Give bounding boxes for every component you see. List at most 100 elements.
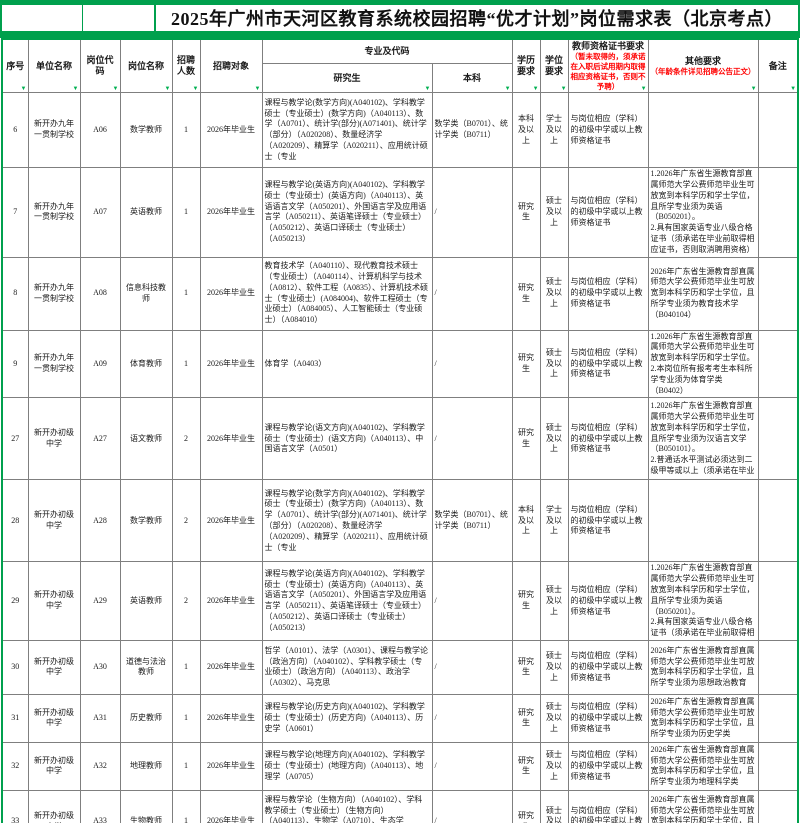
cell-seq: 29 — [1, 561, 29, 641]
cell-cert: 与岗位相应（学科）的初级中学或以上教师资格证书 — [567, 256, 649, 331]
cell-edu: 研究生 — [511, 561, 541, 641]
cell-grad-majors: 体育学（A0403） — [261, 329, 433, 399]
cell-cert: 与岗位相应（学科）的初级中学或以上教师资格证书 — [567, 639, 649, 695]
cell-cert: 与岗位相应（学科）的初级中学或以上教师资格证书 — [567, 789, 649, 823]
cell-name: 道德与法治教师 — [119, 639, 173, 695]
cell-unit: 新开办九年一贯制学校 — [27, 167, 81, 258]
header-other-note: （年龄条件详见招聘公告正文） — [650, 66, 756, 76]
cell-degree: 硕士及以上 — [539, 256, 569, 331]
header-edu: 学历要求 ▼ — [511, 38, 541, 94]
cell-note — [757, 639, 799, 695]
job-requirements-table: 序号 ▼ 单位名称 ▼ 岗位代码 ▼ 岗位名称 ▼ 招聘人数 ▼ 招聘对象 ▼ 专业及代码 … — [1, 38, 800, 823]
table-row: 33 新开办初级中学 A33 生物教师 1 2026年毕业生 课程与教学论（生物… — [1, 789, 799, 823]
cell-seq: 7 — [1, 167, 29, 258]
cell-other — [647, 92, 759, 169]
filter-dropdown-icon[interactable]: ▼ — [790, 86, 797, 93]
cell-name: 英语教师 — [119, 561, 173, 641]
header-seq: 序号 ▼ — [1, 38, 29, 94]
cell-grad-majors: 教育技术学（A040110）、现代教育技术硕士（专业硕士）（A040114）、计… — [261, 256, 433, 331]
filter-dropdown-icon[interactable]: ▼ — [164, 86, 171, 93]
header-unit-label: 单位名称 — [35, 60, 72, 71]
cell-edu: 研究生 — [511, 397, 541, 481]
header-major-group: 专业及代码 — [261, 38, 513, 65]
header-cert-label: 教师资格证书要求 — [572, 41, 645, 51]
header-note: 备注 ▼ — [757, 38, 799, 94]
header-grad: 研究生 ▼ — [261, 63, 433, 94]
cell-count: 2 — [171, 561, 201, 641]
filter-dropdown-icon[interactable]: ▼ — [532, 86, 539, 93]
cell-code: A31 — [79, 693, 121, 743]
table-row: 27 新开办初级中学 A27 语文教师 2 2026年毕业生 课程与教学论(语文… — [1, 397, 799, 481]
cell-undergrad-majors: / — [431, 789, 513, 823]
cell-note — [757, 789, 799, 823]
cell-edu: 研究生 — [511, 693, 541, 743]
table-row: 8 新开办九年一贯制学校 A08 信息科技教师 1 2026年毕业生 教育技术学… — [1, 256, 799, 331]
filter-dropdown-icon[interactable]: ▼ — [72, 86, 79, 93]
header-other-label: 其他要求 — [685, 55, 722, 66]
filter-dropdown-icon[interactable]: ▼ — [750, 86, 757, 93]
cell-other — [647, 479, 759, 563]
cell-edu: 本科及以上 — [511, 92, 541, 169]
filter-dropdown-icon[interactable]: ▼ — [112, 86, 119, 93]
cell-undergrad-majors: / — [431, 639, 513, 695]
table-row: 28 新开办初级中学 A28 数学教师 2 2026年毕业生 课程与教学论(数学… — [1, 479, 799, 563]
cell-count: 2 — [171, 479, 201, 563]
cell-seq: 27 — [1, 397, 29, 481]
cell-edu: 研究生 — [511, 639, 541, 695]
header-degree-label: 学位要求 — [545, 54, 564, 77]
cell-name: 体育教师 — [119, 329, 173, 399]
title-empty-cell-left-2 — [83, 3, 155, 33]
title-separator-band — [0, 33, 800, 38]
cell-target: 2026年毕业生 — [199, 741, 263, 791]
header-undergrad: 本科 ▼ — [431, 63, 513, 94]
page-title: 2025年广州市天河区教育系统校园招聘“优才计划”岗位需求表（北京考点） — [155, 3, 800, 33]
table-row: 6 新开办九年一贯制学校 A06 数学教师 1 2026年毕业生 课程与教学论(… — [1, 92, 799, 169]
cell-unit: 新开办九年一贯制学校 — [27, 92, 81, 169]
header-name: 岗位名称 ▼ — [119, 38, 173, 94]
cell-grad-majors: 课程与教学论(历史方向)(A040102)、学科教学硕士（专业硕士）(历史方向)… — [261, 693, 433, 743]
header-note-label: 备注 — [768, 60, 787, 71]
filter-dropdown-icon[interactable]: ▼ — [560, 86, 567, 93]
header-edu-label: 学历要求 — [517, 54, 536, 77]
cell-other: 2026年广东省生源教育部直属师范大学公费师范毕业生可放宽到本科学历和学士学位，… — [647, 639, 759, 695]
cell-note — [757, 693, 799, 743]
cell-grad-majors: 课程与教学论（生物方向）（A040102）、学科教学硕士（专业硕士）（生物方向）… — [261, 789, 433, 823]
cell-degree: 硕士及以上 — [539, 167, 569, 258]
cell-undergrad-majors: / — [431, 167, 513, 258]
cell-unit: 新开办初级中学 — [27, 789, 81, 823]
cell-code: A09 — [79, 329, 121, 399]
filter-dropdown-icon[interactable]: ▼ — [424, 86, 431, 93]
cell-note — [757, 256, 799, 331]
table-body: 6 新开办九年一贯制学校 A06 数学教师 1 2026年毕业生 课程与教学论(… — [1, 92, 799, 823]
cell-undergrad-majors: / — [431, 397, 513, 481]
header-unit: 单位名称 ▼ — [27, 38, 81, 94]
cell-seq: 9 — [1, 329, 29, 399]
cell-code: A06 — [79, 92, 121, 169]
header-target-label: 招聘对象 — [212, 60, 249, 71]
cell-other: 2026年广东省生源教育部直属师范大学公费师范毕业生可放宽到本科学历和学士学位，… — [647, 693, 759, 743]
filter-dropdown-icon[interactable]: ▼ — [20, 86, 27, 93]
cell-grad-majors: 课程与教学论(英语方向)(A040102)、学科教学硕士（专业硕士）(英语方向)… — [261, 561, 433, 641]
filter-dropdown-icon[interactable]: ▼ — [504, 86, 511, 93]
cell-other: 1.2026年广东省生源教育部直属师范大学公费师范毕业生可放宽到本科学历和学士学… — [647, 397, 759, 481]
cell-degree: 学士及以上 — [539, 92, 569, 169]
cell-grad-majors: 课程与教学论(英语方向)(A040102)、学科教学硕士（专业硕士）(英语方向)… — [261, 167, 433, 258]
cell-target: 2026年毕业生 — [199, 329, 263, 399]
cell-target: 2026年毕业生 — [199, 693, 263, 743]
cell-degree: 硕士及以上 — [539, 693, 569, 743]
cell-other: 1.2026年广东省生源教育部直属师范大学公费师范毕业生可放宽到本科学历和学士学… — [647, 329, 759, 399]
cell-grad-majors: 课程与教学论(数学方向)(A040102)、学科教学硕士（专业硕士）(数学方向)… — [261, 479, 433, 563]
cell-seq: 31 — [1, 693, 29, 743]
cell-unit: 新开办初级中学 — [27, 479, 81, 563]
cell-note — [757, 397, 799, 481]
cell-note — [757, 561, 799, 641]
cell-degree: 硕士及以上 — [539, 329, 569, 399]
cell-code: A28 — [79, 479, 121, 563]
filter-dropdown-icon[interactable]: ▼ — [254, 86, 261, 93]
cell-undergrad-majors: / — [431, 693, 513, 743]
filter-dropdown-icon[interactable]: ▼ — [640, 86, 647, 93]
table-row: 30 新开办初级中学 A30 道德与法治教师 1 2026年毕业生 哲学（A01… — [1, 639, 799, 695]
filter-dropdown-icon[interactable]: ▼ — [192, 86, 199, 93]
cell-count: 1 — [171, 789, 201, 823]
header-degree: 学位要求 ▼ — [539, 38, 569, 94]
